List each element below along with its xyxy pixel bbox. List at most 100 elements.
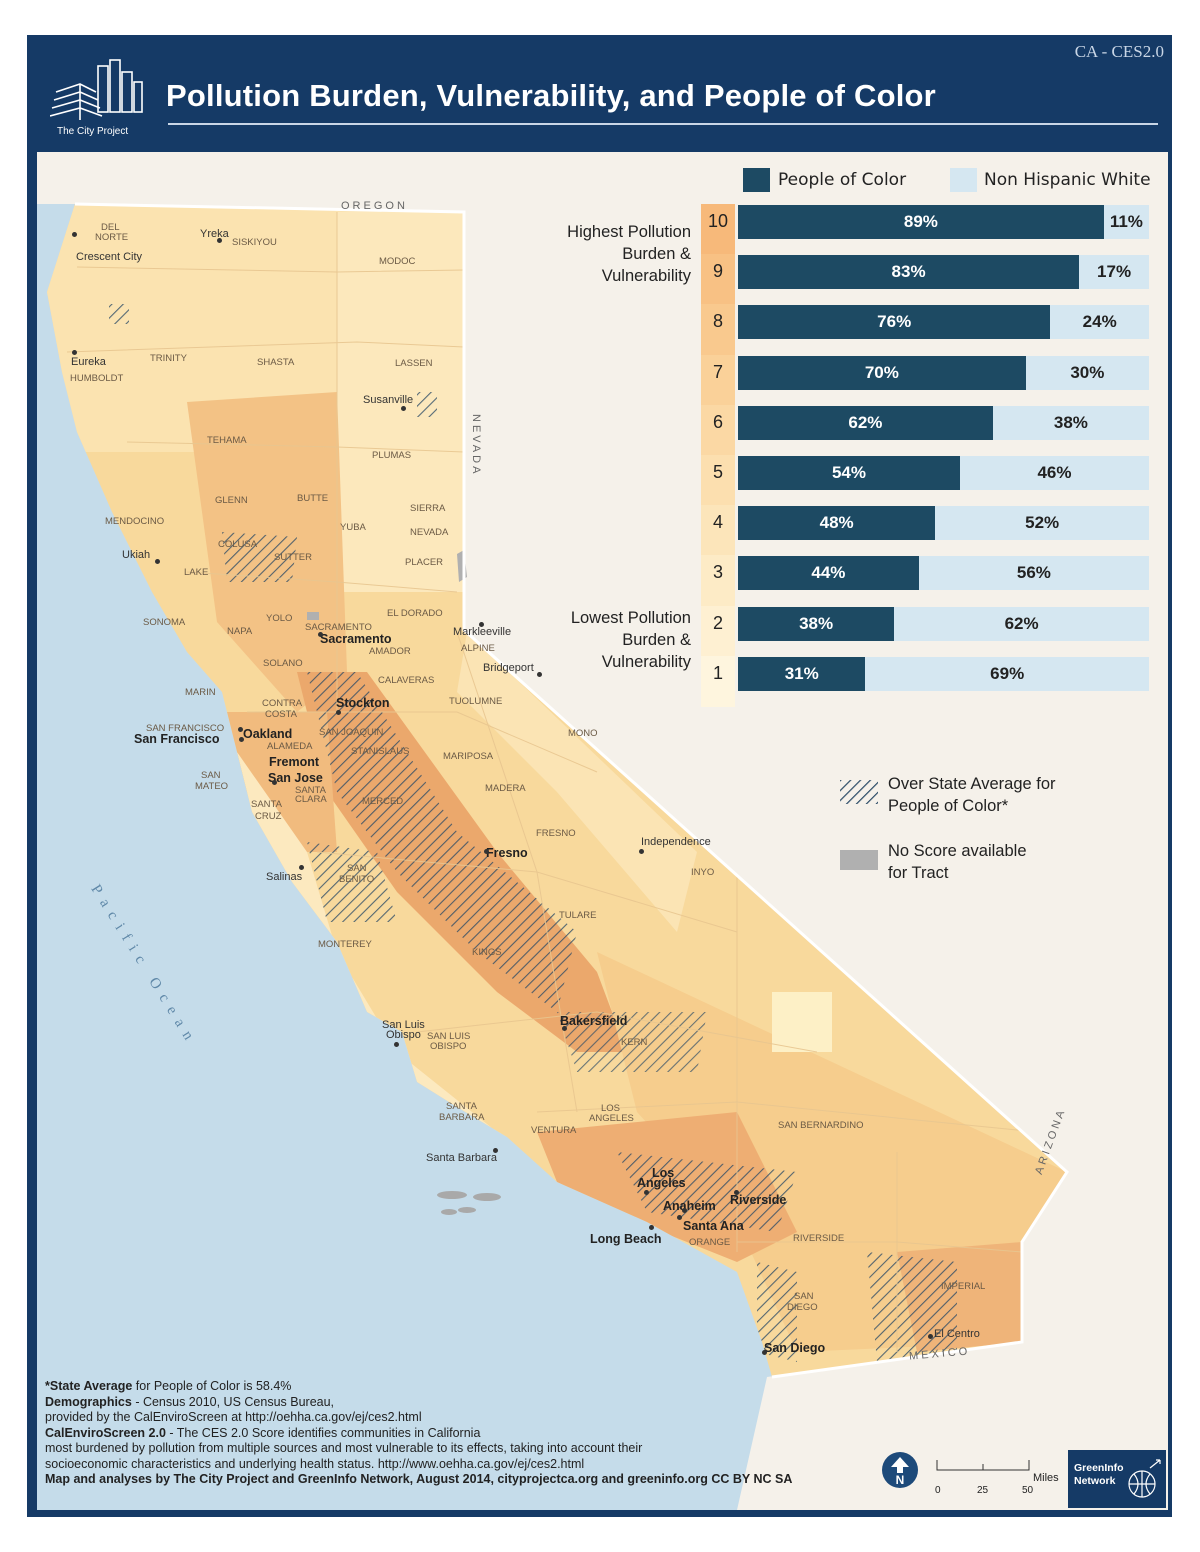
county-label: DIEGO — [787, 1302, 818, 1313]
county-label: SANTA — [295, 785, 326, 796]
county-label: MATEO — [195, 781, 229, 792]
decile-label: 9 — [712, 261, 723, 282]
city-dot — [336, 710, 341, 715]
city-label: Salinas — [266, 871, 303, 883]
hatch-key-label: Over State Average for People of Color* — [888, 773, 1056, 817]
county-label: ANGELES — [589, 1113, 634, 1124]
city-dot — [72, 350, 77, 355]
city-label: El Centro — [934, 1328, 980, 1340]
bar-non-hispanic-white: 52% — [1025, 513, 1060, 533]
county-label: TUOLUMNE — [449, 696, 503, 707]
county-label: TRINITY — [150, 353, 187, 364]
county-label: SAN — [201, 770, 221, 781]
city-label: Anaheim — [663, 1199, 716, 1213]
county-label: ORANGE — [689, 1237, 731, 1248]
no-score-patch — [307, 612, 319, 620]
hatch-sandiego — [757, 1262, 797, 1362]
city-dot — [155, 559, 160, 564]
bar-non-hispanic-white: 38% — [1053, 412, 1088, 432]
greeninfo-text: GreenInfo Network — [1074, 1462, 1124, 1488]
county-label: BARBARA — [439, 1112, 485, 1123]
city-label: Eureka — [71, 356, 106, 368]
bar-row: 31% 69% — [738, 656, 1149, 691]
county-label: SISKIYOU — [232, 237, 277, 248]
city-dot — [239, 737, 244, 742]
city-dot — [299, 865, 304, 870]
county-label: AMADOR — [369, 646, 411, 657]
greeninfo-line: GreenInfo — [1074, 1462, 1124, 1474]
note-bold: Demographics — [45, 1394, 132, 1409]
city-dot — [72, 232, 77, 237]
county-label: BENITO — [339, 874, 375, 885]
bar-non-hispanic-white: 62% — [1004, 613, 1039, 633]
county-label: LAKE — [184, 567, 209, 578]
northeast-region — [337, 212, 467, 592]
scale-tick: 0 — [935, 1485, 941, 1496]
scale-bar — [936, 1460, 1030, 1471]
decile-strip-segment — [701, 655, 735, 707]
county-label: SAN — [794, 1291, 814, 1302]
noscore-key-line: for Tract — [888, 864, 949, 882]
city-dot — [318, 632, 323, 637]
county-label: YUBA — [340, 522, 366, 533]
decile-strip-segment — [701, 455, 735, 507]
bar-people-of-color: 48% — [738, 506, 936, 541]
county-label: BUTTE — [297, 493, 329, 504]
bar-people-of-color: 89% — [738, 205, 1104, 239]
decile-label: 7 — [712, 361, 723, 382]
county-label: NORTE — [95, 232, 129, 243]
bar-row: 89% 11% — [738, 205, 1149, 239]
county-label: MONO — [568, 728, 598, 739]
city-label: Riverside — [730, 1193, 787, 1207]
legend-poc-swatch — [743, 168, 770, 192]
bar-non-hispanic-white: 46% — [1037, 463, 1072, 482]
county-label: MARIPOSA — [443, 751, 494, 762]
city-label: San Jose — [268, 771, 323, 785]
scale-tick: 50 — [1022, 1485, 1034, 1496]
county-label: ALAMEDA — [267, 741, 313, 752]
county-label: RIVERSIDE — [793, 1233, 845, 1244]
hatch-trinity — [109, 304, 129, 324]
city-label: Stockton — [336, 696, 390, 710]
hatch-kern — [557, 1012, 707, 1072]
county-label: NAPA — [227, 626, 253, 637]
hatch-susanville — [417, 392, 437, 417]
greeninfo-globe-icon — [1128, 1459, 1161, 1498]
city-label: Bridgeport — [483, 662, 534, 674]
legend-white-swatch — [950, 168, 977, 192]
city-dot — [562, 1026, 567, 1031]
county-label: SANTA — [251, 799, 282, 810]
county-label: MADERA — [485, 783, 526, 794]
decile-strip-segment — [701, 404, 735, 456]
note-text: - Census 2010, US Census Bureau, — [131, 1394, 335, 1409]
legend-poc-label: People of Color — [778, 170, 907, 190]
county-label: ALPINE — [461, 643, 495, 654]
legend-white-label: Non Hispanic White — [984, 170, 1151, 190]
city-dot — [217, 238, 222, 243]
county-label: COLUSA — [218, 539, 258, 550]
county-label: SAN — [347, 863, 367, 874]
note-text: most burdened by pollution from multiple… — [45, 1441, 643, 1455]
bottom-axis-label: Lowest Pollution Burden & Vulnerability — [517, 607, 691, 673]
county-label: GLENN — [215, 495, 248, 506]
bar-people-of-color: 38% — [738, 606, 895, 641]
city-label: Sacramento — [320, 632, 392, 646]
county-label: KINGS — [472, 947, 502, 958]
noscore-key-swatch — [840, 850, 878, 870]
county-label: SACRAMENTO — [305, 622, 372, 633]
city-dot — [639, 849, 644, 854]
bar-people-of-color: 76% — [738, 305, 1051, 340]
decile-strip-segment — [701, 354, 735, 406]
city-dot — [734, 1190, 739, 1195]
county-label: DEL — [101, 222, 120, 233]
county-label: KERN — [621, 1037, 648, 1048]
bar-non-hispanic-white: 30% — [1070, 362, 1105, 382]
city-label: San Luis — [382, 1019, 425, 1031]
decile-strip-segment — [701, 254, 735, 306]
county-label: FRESNO — [536, 828, 576, 839]
county-label: LOS — [601, 1103, 621, 1114]
county-label: COSTA — [265, 709, 298, 720]
top-axis-line: Burden & — [622, 245, 691, 263]
city-dot — [493, 1148, 498, 1153]
city-label: Markleeville — [453, 626, 512, 638]
